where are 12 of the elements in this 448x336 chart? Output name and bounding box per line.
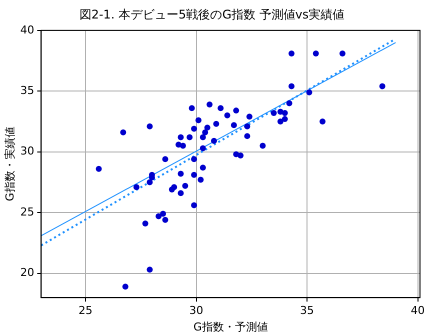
x-axis-title: G指数・予測値 (193, 320, 268, 334)
y-tick-label: 25 (20, 205, 34, 218)
y-tick-label: 35 (20, 84, 34, 97)
chart-title: 図2-1. 本デビュー5戦後のG指数 予測値vs実績値 (79, 7, 345, 22)
x-tick-label: 35 (300, 304, 314, 318)
y-tick-label: 30 (20, 144, 34, 158)
x-tick-label: 25 (78, 304, 92, 318)
y-tick-label: 40 (20, 23, 34, 36)
y-tick-label: 20 (20, 266, 34, 280)
x-tick-label: 30 (189, 304, 204, 318)
x-tick-label: 40 (410, 304, 425, 318)
y-axis-title: G指数・実績値 (3, 126, 16, 202)
